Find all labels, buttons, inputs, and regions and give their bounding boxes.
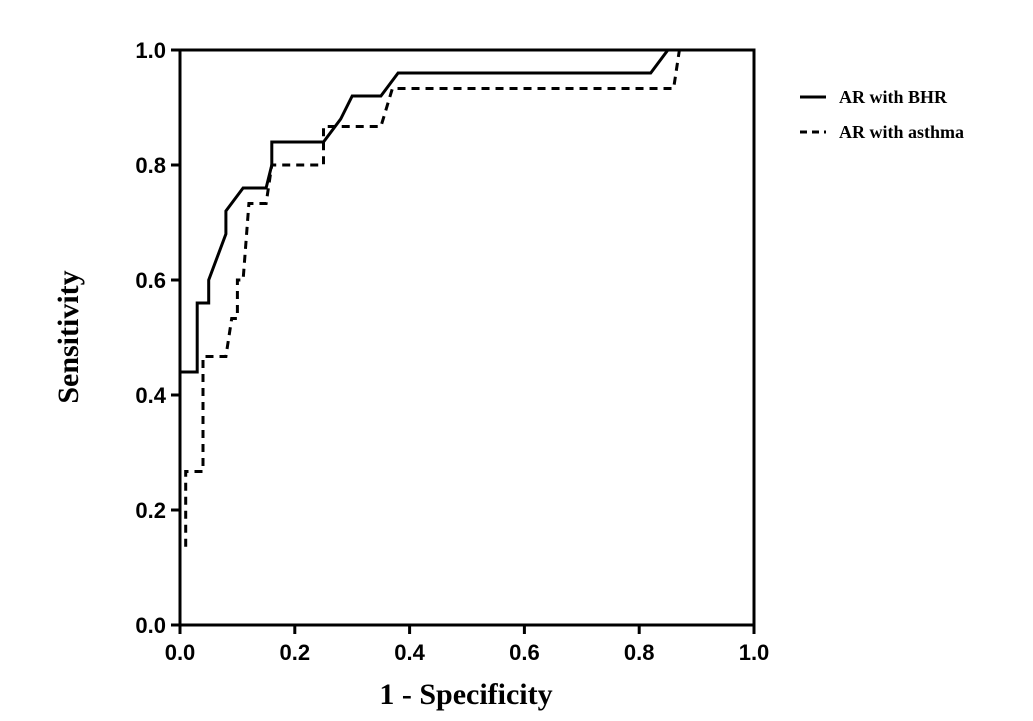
- y-tick-label: 0.4: [135, 383, 166, 408]
- legend-label-ar-with-asthma: AR with asthma: [839, 122, 964, 142]
- x-tick-label: 1.0: [739, 640, 770, 665]
- y-tick-label: 0.6: [135, 268, 166, 293]
- y-tick-label: 1.0: [135, 38, 166, 63]
- series-layer: [178, 48, 754, 625]
- ticks-layer: 0.0 0.2 0.4 0.6 0.8 1.0 0.0 0.2 0.4 0.6 0.8 1.0: [135, 38, 769, 665]
- series-line-ar-with-asthma: [178, 48, 754, 625]
- x-tick-label: 0.6: [509, 640, 540, 665]
- x-tick-label: 0.4: [394, 640, 425, 665]
- y-axis-title: Sensitivity: [52, 270, 85, 403]
- plot-frame: [178, 48, 756, 627]
- legend: AR with BHR AR with asthma: [800, 87, 964, 142]
- x-tick-label: 0.8: [624, 640, 655, 665]
- x-axis-title: 1 - Specificity: [379, 678, 552, 711]
- series-line-ar-with-bhr: [178, 48, 754, 625]
- legend-label-ar-with-bhr: AR with BHR: [839, 87, 948, 107]
- x-tick-label: 0.0: [165, 640, 196, 665]
- x-tick-label: 0.2: [280, 640, 311, 665]
- y-tick-label: 0.2: [135, 498, 166, 523]
- axes-layer: [178, 48, 756, 627]
- y-tick-label: 0.0: [135, 613, 166, 638]
- y-tick-label: 0.8: [135, 153, 166, 178]
